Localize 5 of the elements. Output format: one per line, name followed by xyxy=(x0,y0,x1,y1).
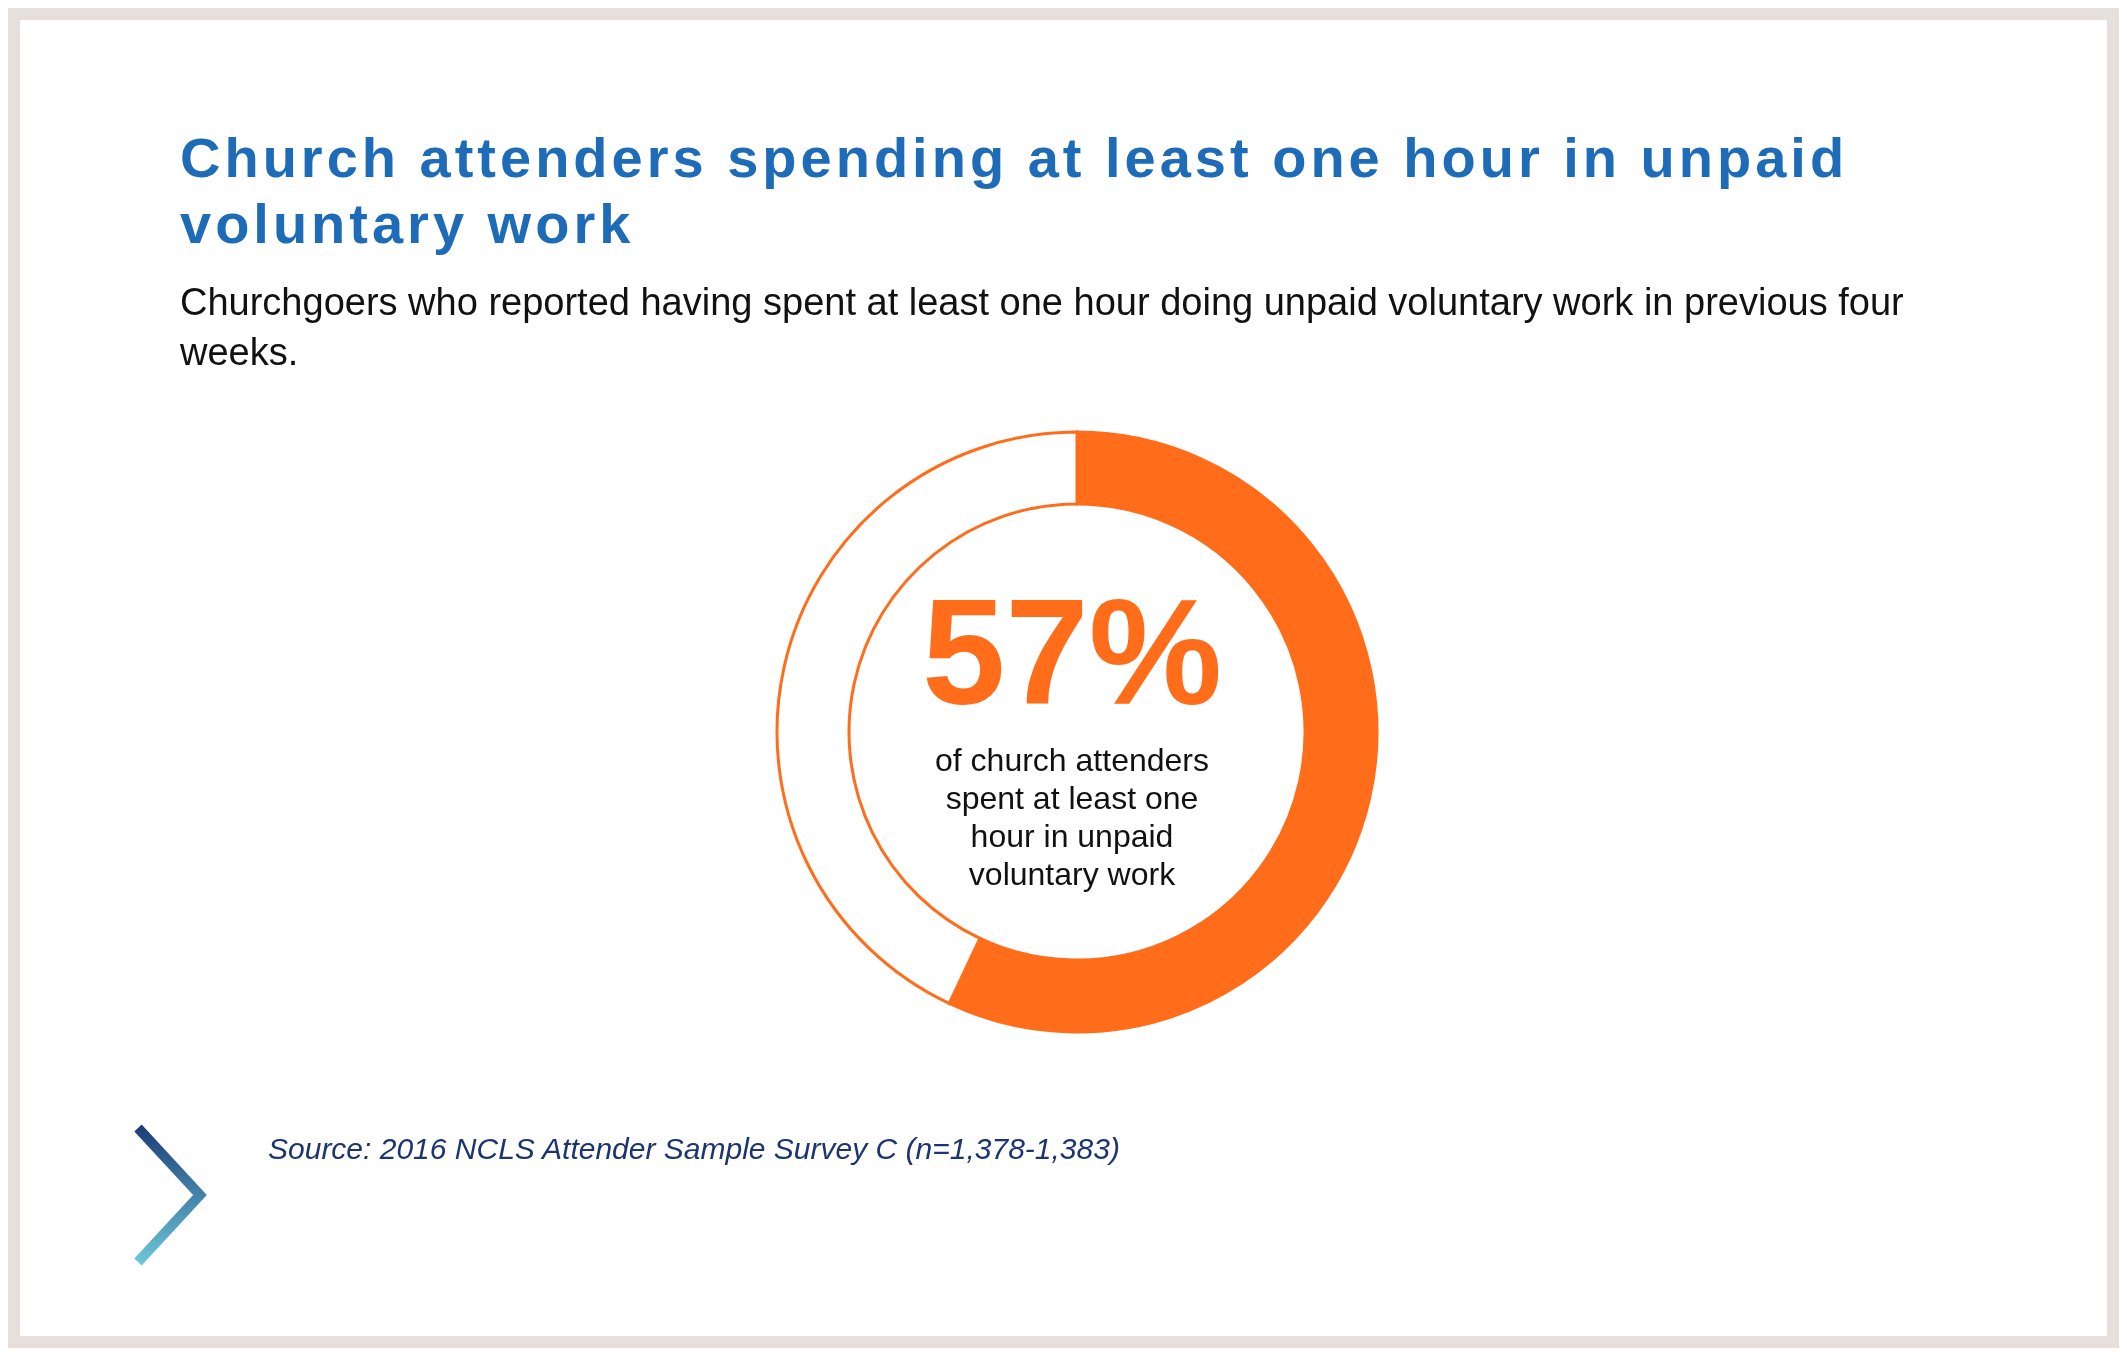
data-label: 57% xyxy=(920,568,1224,736)
chart-subtitle: Churchgoers who reported having spent at least one hour doing unpaid voluntary work in previous four weeks. xyxy=(180,280,1905,375)
source-note: Source: 2016 NCLS Attender Sample Survey C (n=1,378-1,383) xyxy=(268,1132,1120,1166)
chart-title: Church attenders spending at least one hour in unpaid voluntary work xyxy=(180,125,1850,257)
text: of church attenders spent at least one hour in unpaid voluntary work xyxy=(934,741,1210,893)
